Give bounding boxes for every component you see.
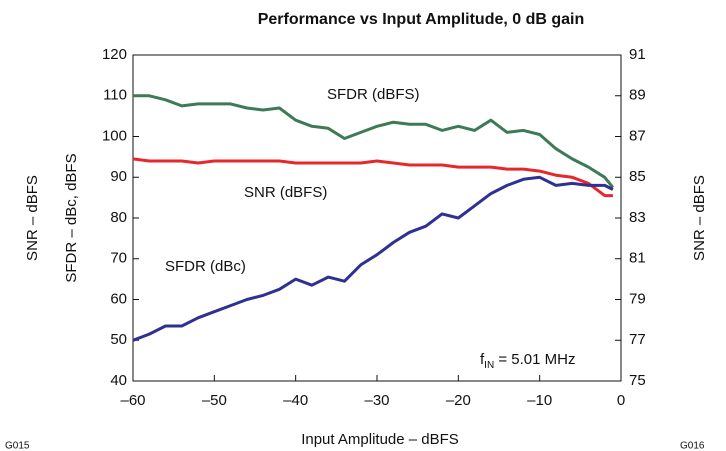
x-tick-label: –60 [120, 392, 145, 409]
y2-tick-label: 81 [629, 250, 646, 267]
y2-tick-label: 79 [629, 290, 646, 307]
y-tick-label: 90 [110, 168, 127, 185]
series-line [132, 175, 614, 342]
series-label: SFDR (dBc) [165, 258, 246, 275]
y2-tick-label: 89 [629, 87, 646, 104]
x-tick-label: –20 [446, 392, 471, 409]
annotation-part: = 5.01 MHz [494, 351, 575, 368]
label-bg [236, 182, 351, 204]
series-line [132, 157, 613, 198]
series-line [133, 94, 615, 189]
y-tick-label: 80 [110, 209, 127, 226]
y-tick-label: 120 [102, 46, 127, 63]
y2-tick-label: 91 [629, 46, 646, 63]
y2-tick-label: 85 [629, 168, 646, 185]
x-tick-label: –10 [527, 392, 552, 409]
y2-tick-label: 77 [629, 331, 646, 348]
y2-tick-label: 87 [629, 127, 646, 144]
y-tick-label: 60 [110, 290, 127, 307]
y2-axis-label: SNR – dBFS [691, 175, 708, 261]
y2-tick-label: 83 [629, 209, 646, 226]
figure-code: G015 [5, 441, 30, 451]
x-tick-label: 0 [617, 392, 625, 409]
x-tick-label: –40 [283, 392, 308, 409]
y-tick-label: 100 [102, 127, 127, 144]
label-bg [157, 256, 272, 278]
chart-title: Performance vs Input Amplitude, 0 dB gai… [258, 11, 585, 28]
y-tick-label: 50 [110, 331, 127, 348]
annotation-part: f [480, 351, 485, 368]
x-tick-label: –50 [202, 392, 227, 409]
y2-tick-label: 75 [629, 372, 646, 389]
y-axis-outer-label: SNR – dBFS [24, 175, 41, 261]
figure-code: G016 [680, 441, 705, 451]
y-axis-label: SFDR – dBc, dBFS [63, 153, 80, 282]
y-tick-label: 70 [110, 250, 127, 267]
y-tick-label: 40 [110, 372, 127, 389]
x-tick-label: –30 [364, 392, 389, 409]
y-tick-label: 110 [103, 87, 127, 104]
x-axis-label: Input Amplitude – dBFS [301, 431, 459, 448]
annotation-part: IN [484, 360, 494, 371]
series-label: SNR (dBFS) [244, 184, 327, 201]
label-bg [319, 84, 454, 106]
annotation: fIN = 5.01 MHz [480, 351, 575, 371]
series-label: SFDR (dBFS) [327, 86, 420, 103]
